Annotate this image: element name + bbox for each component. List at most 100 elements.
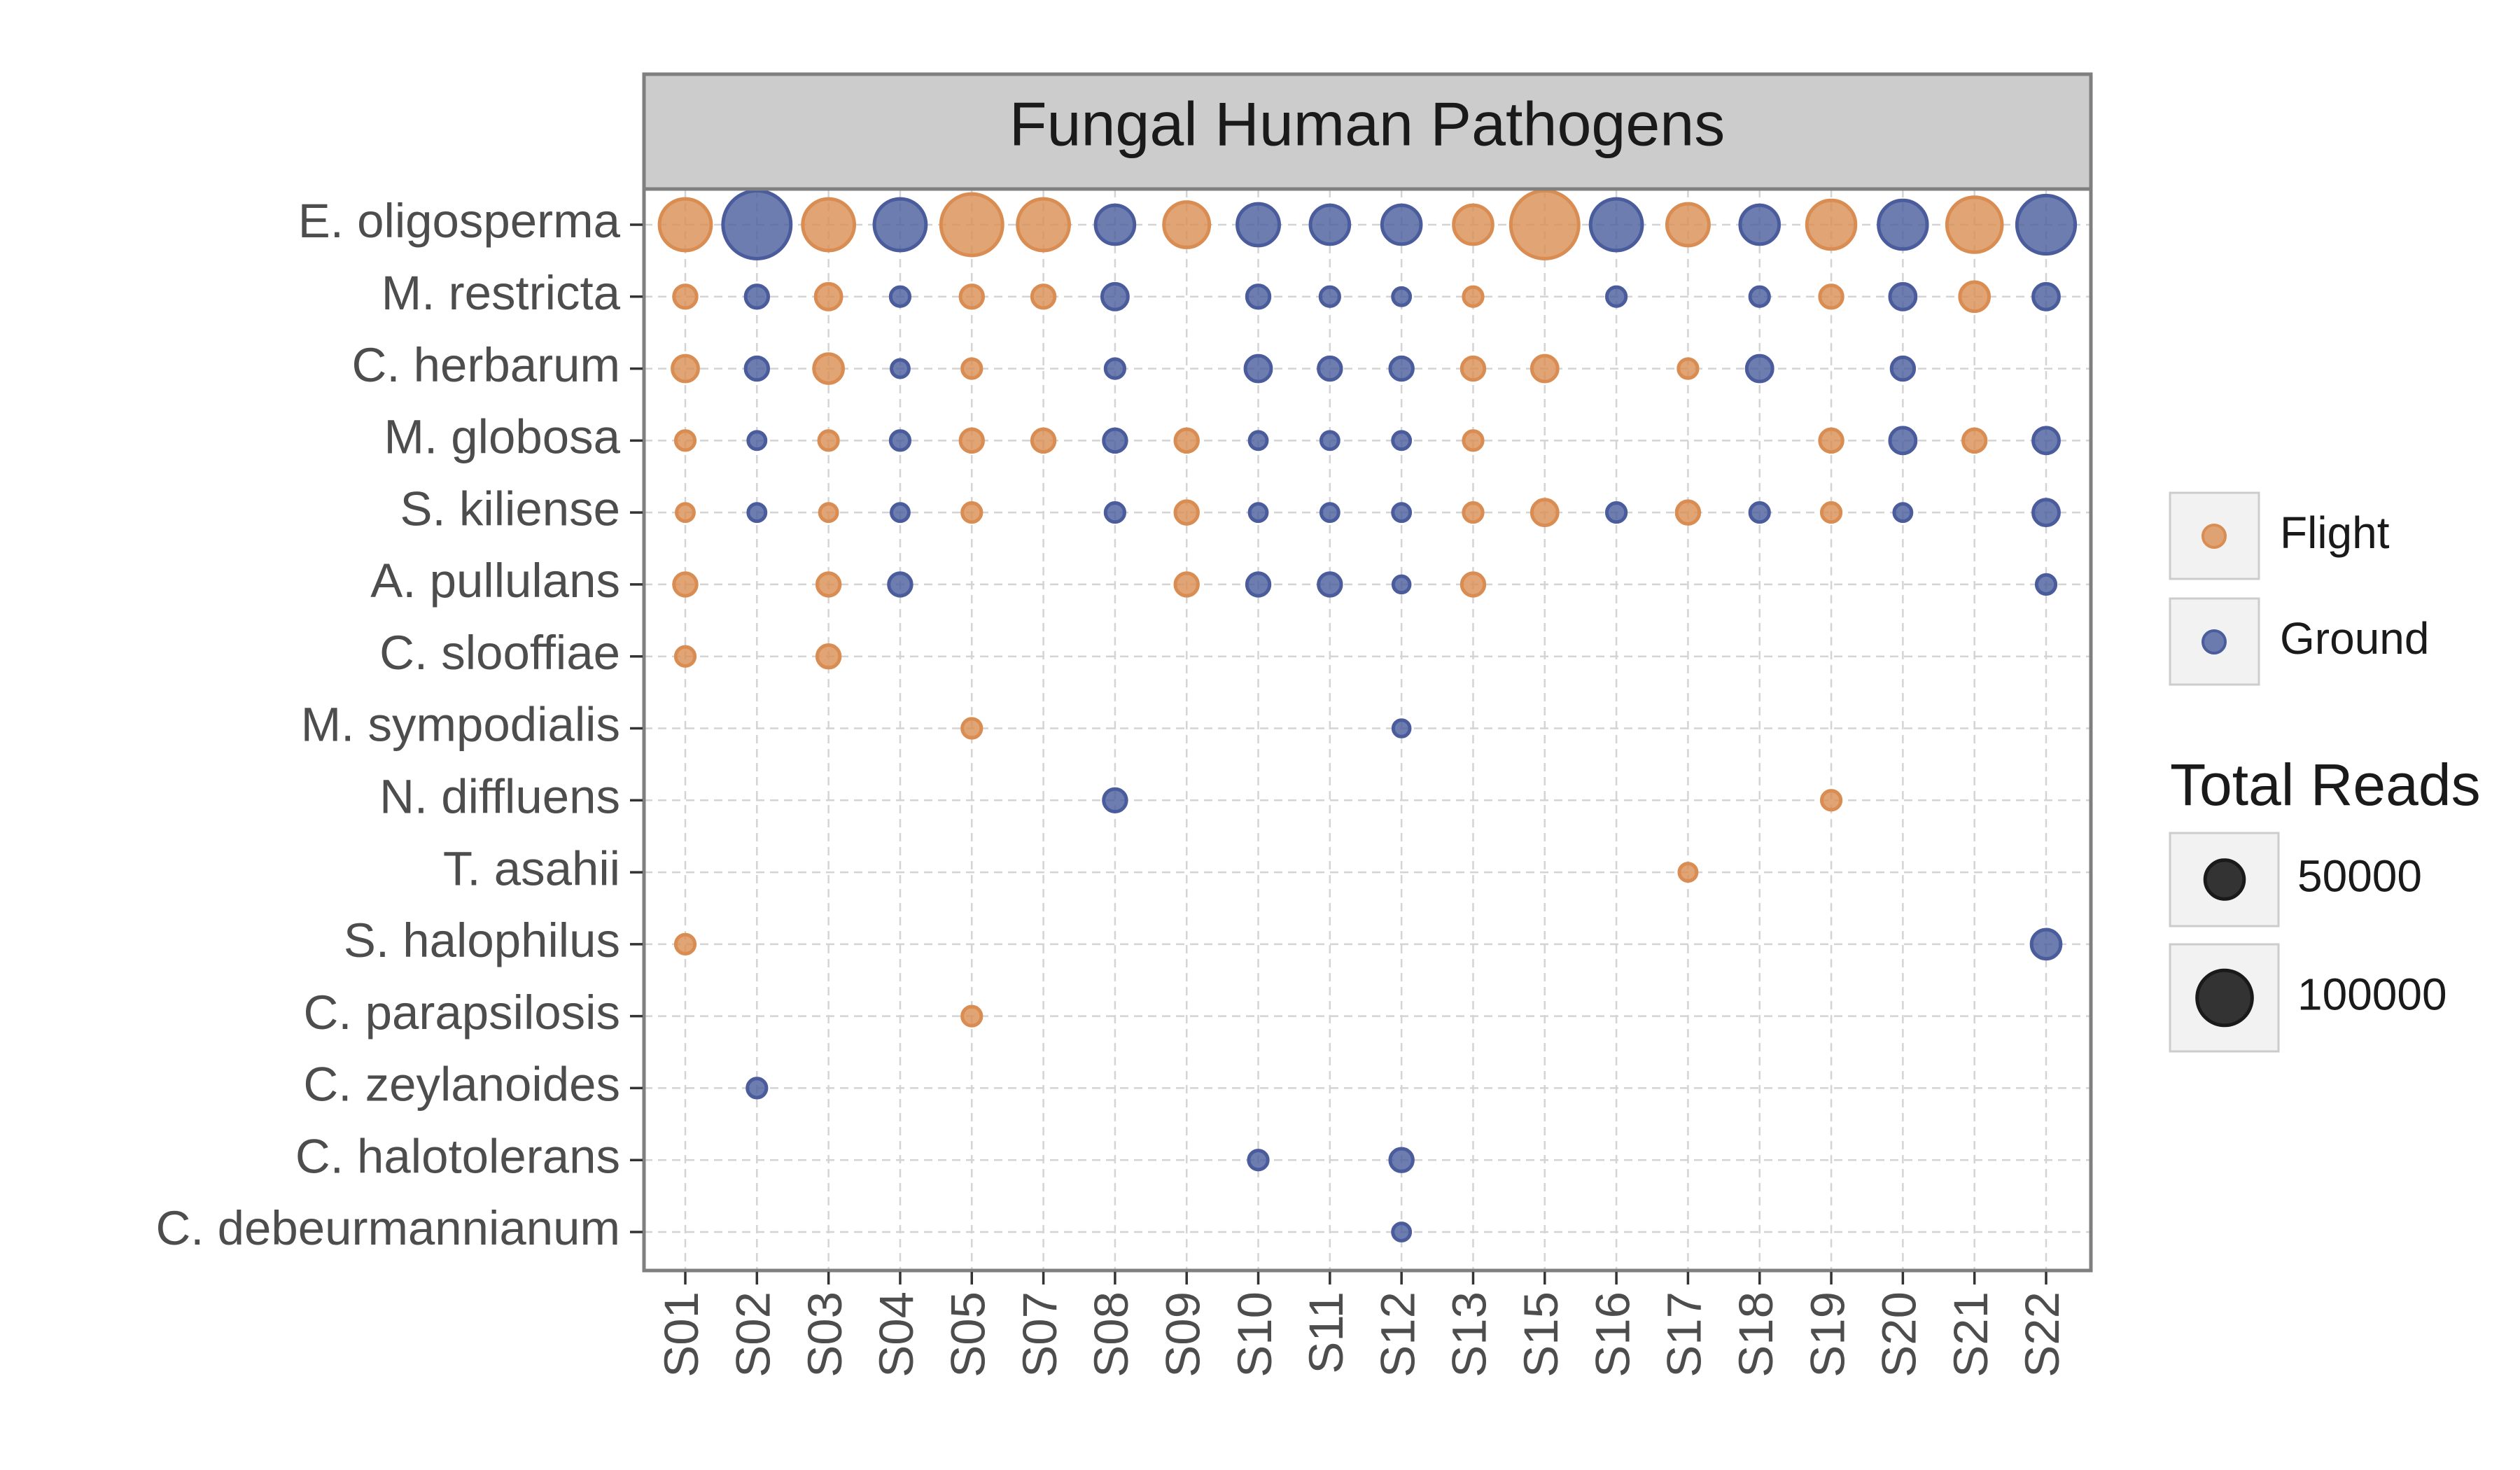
bubble (657, 197, 713, 253)
y-tick-label: S. halophilus (344, 913, 620, 967)
y-tick-label: C. slooffiae (379, 626, 620, 680)
bubble (1030, 284, 1057, 310)
bubble (960, 357, 983, 380)
x-tick-label: S04 (869, 1292, 923, 1378)
bubble (1604, 501, 1628, 524)
bubble (1665, 202, 1711, 248)
bubble (1888, 281, 1918, 312)
bubble (746, 1077, 769, 1100)
y-tick-label: M. sympodialis (301, 698, 620, 752)
bubble (743, 284, 771, 310)
bubble (2031, 281, 2061, 312)
legend-swatch (2202, 629, 2227, 654)
bubble (1888, 426, 1918, 456)
bubble (1877, 198, 1929, 251)
bubble (1460, 355, 1487, 382)
x-tick-label: S07 (1013, 1292, 1067, 1378)
y-tick-label: C. parapsilosis (303, 986, 620, 1040)
panel-strip (642, 72, 2093, 191)
size-legend-label: 50000 (2297, 850, 2422, 901)
bubble (672, 571, 699, 598)
x-tick-label: S01 (654, 1292, 708, 1378)
bubble (960, 501, 983, 524)
y-tick-label: C. halotolerans (295, 1129, 620, 1183)
bubble (1945, 195, 2004, 254)
bubble (887, 571, 913, 598)
bubble (1102, 427, 1128, 454)
plot-panel (644, 189, 2091, 1270)
bubble (1245, 284, 1272, 310)
y-tick-label: M. restricta (382, 266, 621, 320)
legend-swatch (2202, 524, 2227, 549)
bubble (1818, 284, 1844, 310)
bubble (1819, 789, 1843, 812)
bubble (1391, 574, 1412, 595)
y-tick-label: S. kiliense (400, 482, 620, 536)
bubble (872, 197, 928, 253)
y-tick-label: M. globosa (384, 410, 620, 464)
bubble (1317, 355, 1343, 382)
bubble (960, 1004, 983, 1028)
x-tick-label: S12 (1371, 1292, 1424, 1378)
bubble (1677, 862, 1699, 883)
bubble (1391, 286, 1413, 307)
bubble (1100, 281, 1130, 312)
x-tick-label: S21 (1944, 1292, 1998, 1378)
x-tick-label: S09 (1156, 1292, 1210, 1378)
y-tick-label: A. pullulans (370, 554, 620, 608)
bubble (1460, 571, 1487, 598)
bubble (1103, 357, 1127, 380)
bubble (1308, 203, 1352, 246)
bubble (1173, 427, 1200, 454)
x-tick-label: S16 (1586, 1292, 1639, 1378)
bubble (1236, 202, 1281, 248)
bubble (1892, 502, 1914, 524)
bubble (2029, 927, 2063, 961)
x-tick-label: S03 (798, 1292, 852, 1378)
bubble (1961, 427, 1988, 454)
bubble (818, 502, 839, 524)
bubble (2015, 193, 2078, 256)
bubble (2031, 498, 2061, 528)
bubble (1103, 501, 1127, 524)
panel-border (642, 187, 2093, 1273)
bubble (815, 571, 842, 598)
bubble (672, 284, 699, 310)
bubble (673, 932, 697, 955)
bubble (890, 502, 911, 524)
bubble (721, 189, 793, 260)
bubble (1462, 285, 1485, 308)
bubble (675, 502, 696, 524)
bubble (1243, 354, 1273, 384)
bubble (801, 197, 857, 253)
bubble (1318, 285, 1341, 308)
bubble (1958, 280, 1991, 314)
bubble (1391, 502, 1413, 524)
bubble (743, 355, 771, 382)
bubble (1508, 189, 1581, 260)
bubble (1245, 571, 1272, 598)
x-tick-label: S20 (1872, 1292, 1926, 1378)
y-tick-label: E. oligosperma (298, 194, 621, 248)
size-legend-title: Total Reads (2170, 752, 2481, 818)
x-tick-label: S10 (1228, 1292, 1282, 1378)
bubble (1317, 571, 1343, 598)
bubble (1530, 354, 1560, 384)
plot-layer (644, 189, 2091, 1270)
bubble (1676, 357, 1700, 380)
bubble (1319, 502, 1340, 524)
bubble (890, 358, 911, 379)
bubble (1162, 200, 1212, 249)
y-tick-label: C. zeylanoides (303, 1058, 620, 1112)
bubble (1452, 203, 1494, 246)
bubble (1247, 1149, 1270, 1172)
bubble (1530, 498, 1560, 528)
bubble (1748, 285, 1771, 308)
bubble (1744, 354, 1774, 384)
bubble (1016, 197, 1071, 253)
bubble (746, 502, 768, 524)
bubble (1319, 430, 1340, 451)
bubble (1380, 203, 1423, 246)
bubble (888, 285, 912, 308)
